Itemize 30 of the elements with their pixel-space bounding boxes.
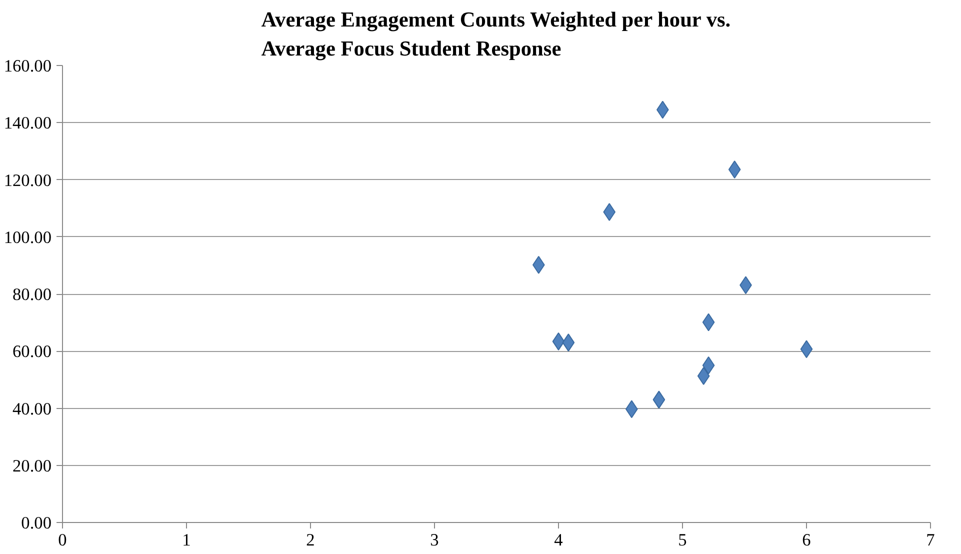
y-tick-label: 0.00 [21,514,52,532]
x-tick-label: 2 [306,530,315,550]
x-tick-label: 0 [58,530,67,550]
point [728,160,741,178]
x-tick-label: 5 [678,530,687,550]
point [552,332,565,350]
x-tick-label: 4 [554,530,564,550]
point [702,313,715,332]
point [603,203,616,222]
y-tick-label: 100.00 [4,228,52,247]
chart-title: Average Engagement Counts Weighted per hour vs. Average Focus Student Response [261,8,731,60]
y-tick-label: 160.00 [4,56,52,76]
x-tick-label: 1 [182,530,191,550]
point [702,356,715,374]
point [697,366,710,385]
point [625,400,638,418]
point [800,340,813,358]
point [562,334,575,352]
y-tick-label: 80.00 [12,285,52,304]
point [532,256,545,274]
y-tick-label: 40.00 [12,399,52,418]
x-tick-label: 6 [802,530,812,550]
y-tick-label: 120.00 [4,170,52,190]
y-tick-label: 20.00 [12,456,52,476]
y-tick-label: 60.00 [12,342,52,362]
x-tick-label: 3 [430,530,439,550]
point [652,390,666,409]
point [656,100,669,119]
x-tick-label: 7 [926,530,936,550]
y-tick-label: 140.00 [4,114,52,133]
